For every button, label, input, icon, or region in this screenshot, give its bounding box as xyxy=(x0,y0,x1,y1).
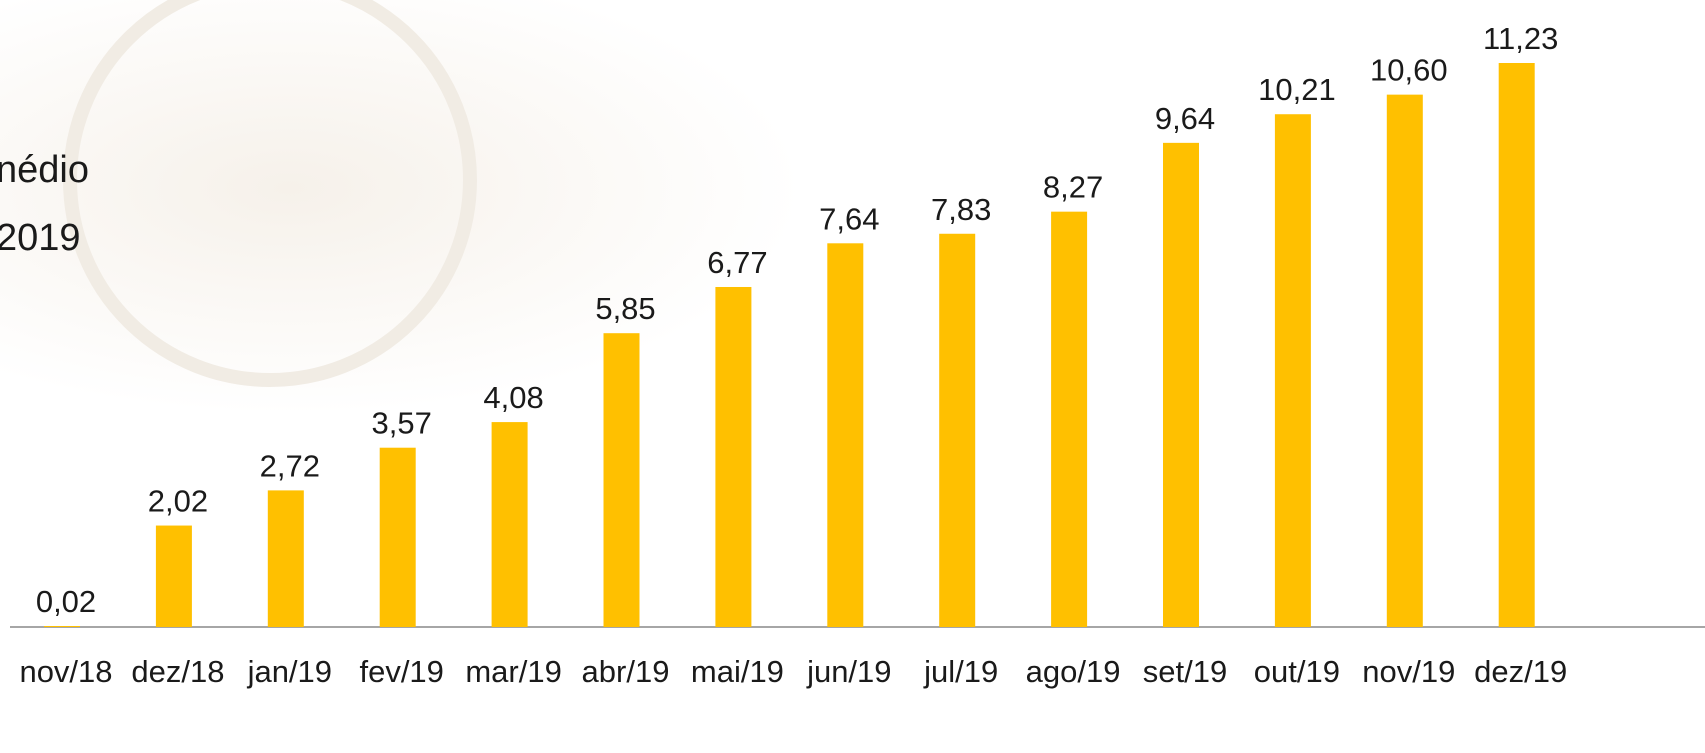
x-tick-label: fev/19 xyxy=(359,654,443,689)
x-tick-label: abr/19 xyxy=(582,654,670,689)
x-tick-label: ago/19 xyxy=(1026,654,1121,689)
x-tick-label: out/19 xyxy=(1254,654,1340,689)
bar xyxy=(1051,211,1088,628)
x-tick-label: jul/19 xyxy=(923,654,998,689)
value-label: 6,77 xyxy=(707,245,767,280)
bar xyxy=(155,525,192,627)
bar xyxy=(1274,114,1311,628)
x-tick-label: nov/19 xyxy=(1362,654,1455,689)
bar xyxy=(1163,142,1199,628)
bar xyxy=(827,243,864,627)
x-tick-label: jun/19 xyxy=(806,654,891,689)
value-label: 2,72 xyxy=(260,448,320,483)
bar xyxy=(603,333,640,627)
annotation: nédio xyxy=(0,149,89,191)
x-tick-label: mar/19 xyxy=(465,654,561,689)
bar xyxy=(44,625,80,627)
value-label: 7,83 xyxy=(931,192,991,227)
x-tick-label: nov/18 xyxy=(19,654,112,689)
value-label: 5,85 xyxy=(595,291,655,326)
bar xyxy=(1386,94,1423,627)
value-label: 9,64 xyxy=(1155,101,1215,136)
bar xyxy=(379,447,416,627)
value-label: 8,27 xyxy=(1043,170,1103,205)
x-tick-label: dez/19 xyxy=(1474,654,1567,689)
value-label: 10,60 xyxy=(1370,53,1448,88)
x-tick-label: mai/19 xyxy=(691,654,784,689)
bar xyxy=(491,422,528,627)
value-label: 2,02 xyxy=(148,484,208,519)
x-tick-label: jan/19 xyxy=(247,654,332,689)
value-label: 3,57 xyxy=(372,406,432,441)
background-coin xyxy=(63,0,477,387)
bar xyxy=(267,490,304,627)
bar xyxy=(1498,63,1535,627)
annotation: 2019 xyxy=(0,217,81,259)
value-label: 11,23 xyxy=(1483,21,1558,56)
value-label: 7,64 xyxy=(819,201,879,236)
bar xyxy=(939,233,976,627)
value-label: 4,08 xyxy=(483,380,543,415)
x-tick-label: set/19 xyxy=(1143,654,1227,689)
value-label: 0,02 xyxy=(36,584,96,619)
value-label: 10,21 xyxy=(1258,72,1336,107)
bar xyxy=(715,286,752,627)
x-tick-label: dez/18 xyxy=(131,654,224,689)
